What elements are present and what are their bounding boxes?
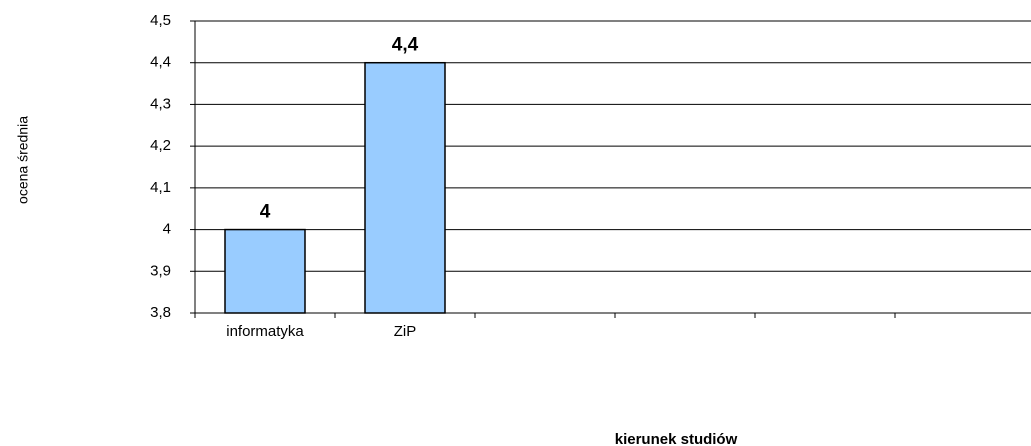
y-tick-label: 3,8	[150, 304, 171, 321]
y-tick-label: 4,1	[150, 179, 171, 196]
y-tick-label: 4,2	[150, 137, 171, 154]
y-tick-label: 4	[163, 221, 171, 238]
bar	[364, 61, 446, 314]
y-tick-label: 4,4	[150, 54, 171, 71]
value-label: 4,4	[392, 35, 419, 56]
y-axis-label: ocena średnia	[15, 116, 31, 204]
value-label: 4	[260, 202, 271, 223]
x-axis-label: kierunek studiów	[615, 431, 738, 446]
y-tick-label: 4,5	[150, 12, 171, 29]
y-tick-label: 3,9	[150, 262, 171, 279]
y-tick-label: 4,3	[150, 95, 171, 112]
x-tick-label: ZiP	[394, 323, 417, 340]
x-tick-label: informatyka	[226, 323, 304, 340]
bar	[224, 228, 306, 314]
